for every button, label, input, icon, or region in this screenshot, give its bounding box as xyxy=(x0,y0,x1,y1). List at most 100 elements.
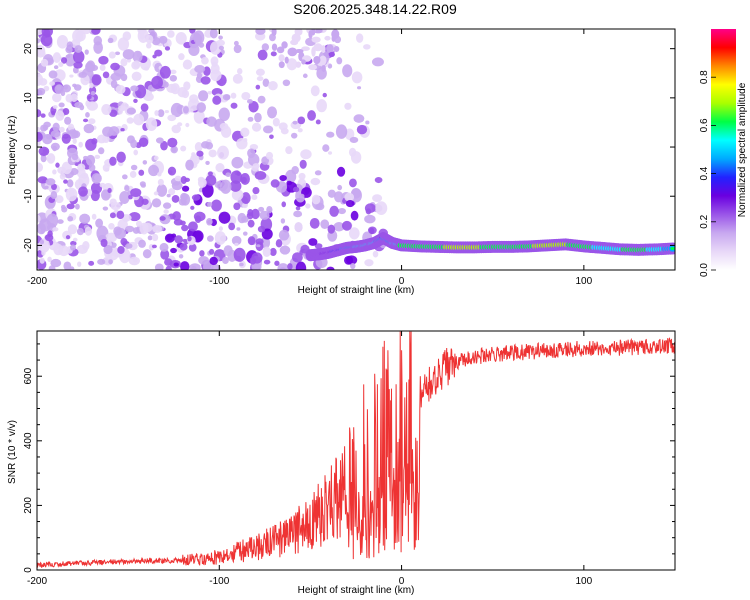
spectrogram-cell xyxy=(103,244,113,255)
spectrogram-cell xyxy=(247,219,255,228)
spectrogram-cell xyxy=(246,99,253,104)
spectrogram-cell xyxy=(280,127,289,135)
spectrogram-cell xyxy=(223,245,233,257)
spectrogram-cell xyxy=(160,140,168,151)
spectrogram-cell xyxy=(169,74,178,82)
spectrogram-cell xyxy=(107,37,114,44)
x-tick-label: 0 xyxy=(399,576,405,587)
spectrogram-cell xyxy=(154,263,164,270)
spectrogram-cell xyxy=(326,44,334,54)
spectrogram-cell xyxy=(37,73,44,86)
spectrogram-cell xyxy=(91,173,102,184)
spectrogram-cell xyxy=(126,117,134,124)
spectrogram-cell xyxy=(178,198,187,206)
spectrogram-cell xyxy=(65,46,73,54)
spectrogram-cell xyxy=(222,256,229,265)
spectrogram-cell xyxy=(180,145,187,152)
spectrogram-cell xyxy=(194,215,202,224)
spectrogram-cell xyxy=(132,227,140,234)
spectrogram-cell xyxy=(193,109,205,124)
spectrogram-cell xyxy=(109,156,117,166)
spectrogram-cell xyxy=(120,73,128,82)
spectrogram-cell xyxy=(171,181,183,191)
spectrogram-cell xyxy=(173,262,179,267)
spectrogram-cell xyxy=(300,149,312,160)
spectrogram-cell xyxy=(110,79,118,89)
spectrogram-cell xyxy=(251,262,262,270)
spectrogram-cell xyxy=(157,172,162,177)
spectrogram-cell xyxy=(247,148,256,159)
spectrogram-cell xyxy=(205,174,217,186)
spectrogram-cell xyxy=(262,78,270,87)
spectrogram-cell xyxy=(315,119,321,125)
spectrogram-cell xyxy=(145,34,154,44)
spectrogram-cell xyxy=(50,191,58,199)
spectrogram-cell xyxy=(287,263,293,270)
spectrogram-cell xyxy=(80,29,92,35)
spectrogram-cell xyxy=(280,218,286,224)
spectrogram-cell xyxy=(125,225,135,233)
spectrogram-cell xyxy=(262,246,271,258)
spectrogram-cell xyxy=(37,162,44,173)
spectrogram-cell xyxy=(181,224,189,232)
spectrogram-cell xyxy=(126,107,137,115)
spectrogram-cell xyxy=(40,58,49,67)
spectrogram-cell xyxy=(78,141,83,148)
spectrogram-cell xyxy=(37,38,41,44)
spectrogram-cell xyxy=(102,206,109,211)
spectrogram-cell xyxy=(313,56,321,65)
spectrogram-cell xyxy=(98,55,109,65)
spectrogram-cell xyxy=(65,93,73,103)
spectrogram-cell xyxy=(39,239,45,245)
spectrogram-cell xyxy=(255,238,264,246)
spectrogram-cell xyxy=(154,110,159,116)
spectrogram-cell xyxy=(46,213,59,228)
spectrogram-cell xyxy=(93,41,103,54)
spectrogram-cell xyxy=(50,142,60,151)
spectrogram-cell xyxy=(133,149,139,156)
spectrogram-cell xyxy=(309,217,320,229)
spectrogram-cell xyxy=(130,164,138,171)
spectrogram-cell xyxy=(87,96,92,100)
spectrogram-cell xyxy=(171,124,181,134)
spectrogram-cell xyxy=(251,194,258,200)
spectrogram-cell xyxy=(99,182,106,188)
spectrogram-x-ticks: -200 -100 0 100 xyxy=(27,29,593,287)
spectrogram-cell xyxy=(60,204,66,210)
spectrogram-cell xyxy=(371,57,384,67)
spectrogram-cell xyxy=(151,75,163,90)
spectrogram-cell xyxy=(41,250,46,256)
spectrogram-cell xyxy=(209,256,218,266)
spectrogram-cell xyxy=(89,82,94,89)
spectrogram-cell xyxy=(201,56,209,65)
snr-y-ticks: 0 200 400 600 xyxy=(23,343,675,573)
x-tick-label: -100 xyxy=(209,576,229,587)
spectrogram-cell xyxy=(182,59,193,70)
spectrogram-cell xyxy=(69,74,74,78)
spectrogram-cell xyxy=(138,137,149,148)
spectrogram-cell xyxy=(148,164,159,177)
spectrogram-cell xyxy=(84,226,92,236)
spectrogram-cell xyxy=(37,87,46,96)
spectrogram-cell xyxy=(114,51,121,56)
spectrogram-cell xyxy=(261,43,270,51)
spectrogram-cell xyxy=(292,186,300,193)
spectrogram-cell xyxy=(108,51,116,59)
spectrogram-cell xyxy=(70,244,76,251)
spectrogram-cell xyxy=(279,174,287,182)
spectrogram-cell xyxy=(191,265,197,270)
spectrogram-cell xyxy=(116,210,125,220)
spectrogram-cell xyxy=(277,263,289,270)
spectrogram-cell xyxy=(120,238,128,246)
spectrogram-cell xyxy=(189,29,196,34)
spectrogram-cell xyxy=(254,112,262,123)
spectrogram-cell xyxy=(337,207,346,215)
spectrogram-cell xyxy=(107,187,112,194)
spectrogram-cell xyxy=(275,239,283,248)
spectrogram-cell xyxy=(54,84,64,95)
spectrogram-cell xyxy=(241,216,249,223)
spectrogram-cell xyxy=(254,170,267,180)
spectrogram-cell xyxy=(51,183,57,191)
